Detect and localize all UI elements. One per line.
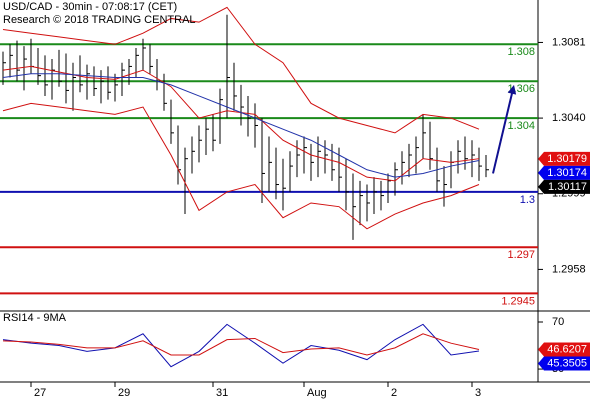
value-tag — [538, 151, 590, 166]
indicator-line — [2, 333, 480, 356]
level-label: 1.297 — [507, 249, 535, 261]
y-tick-label: 70 — [552, 316, 564, 328]
y-tick-label: 1.3081 — [552, 36, 586, 48]
chart-subtitle: Research © 2018 TRADING CENTRAL — [3, 14, 196, 26]
indicator-line — [2, 102, 480, 230]
x-tick-label: Aug — [307, 387, 327, 399]
value-tag-label: 46.6207 — [547, 343, 587, 355]
x-tick-label: 31 — [216, 387, 228, 399]
indicator-line — [2, 6, 480, 134]
value-tag-label: 1.30179 — [547, 153, 587, 165]
indicator-line — [2, 323, 480, 368]
forecast-arrow — [492, 90, 514, 174]
value-tag — [538, 165, 590, 180]
rsi-title: RSI14 - 9MA — [3, 312, 67, 324]
level-label: 1.308 — [507, 46, 535, 58]
price-panel: 1.30811.30401.29991.29581.3081.3061.3041… — [0, 6, 590, 307]
value-tag-label: 1.30117 — [548, 181, 587, 193]
value-tag-label: 1.30174 — [547, 167, 587, 179]
indicator-line — [2, 73, 480, 178]
level-label: 1.3 — [520, 194, 535, 206]
y-tick-label: 1.2958 — [552, 263, 586, 275]
level-label: 1.2945 — [501, 295, 535, 307]
value-tag — [538, 342, 590, 357]
level-label: 1.304 — [507, 120, 535, 132]
x-tick-label: 29 — [118, 387, 130, 399]
x-tick-label: 3 — [475, 387, 481, 399]
value-tag — [538, 179, 590, 194]
chart-title: USD/CAD - 30min - 07:08:17 (CET) — [3, 1, 177, 13]
x-tick-label: 2 — [391, 387, 397, 399]
arrow-head — [507, 84, 517, 95]
value-tag — [538, 356, 590, 371]
y-tick-label: 1.3040 — [552, 112, 586, 124]
value-tag-label: 45.3505 — [547, 357, 587, 369]
x-tick-label: 27 — [34, 387, 46, 399]
